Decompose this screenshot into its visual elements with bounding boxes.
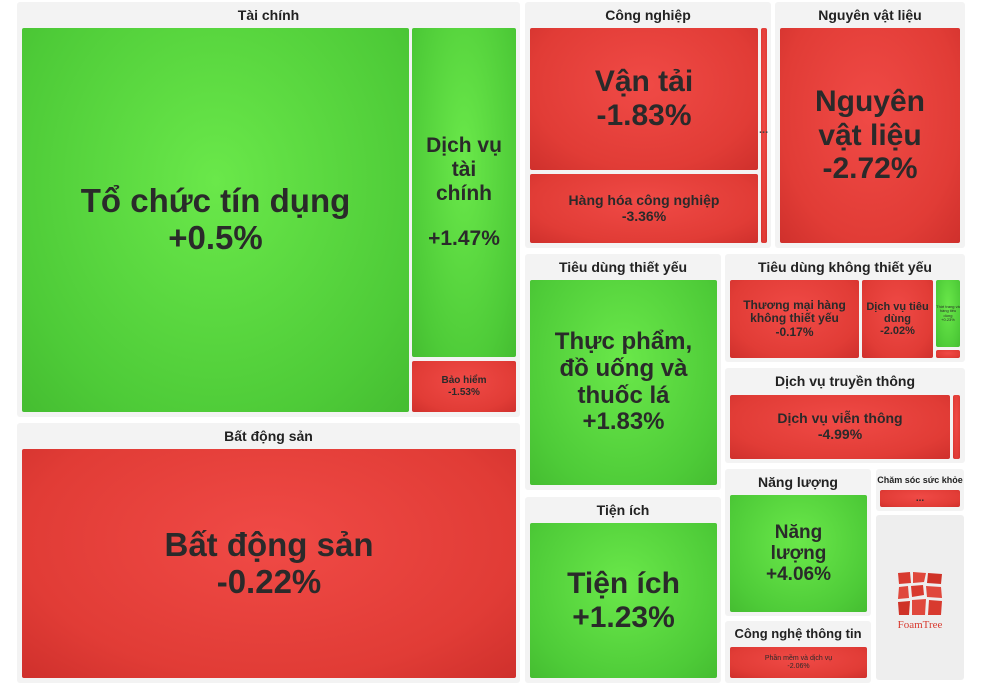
tile-cong-nghiep-small[interactable]: [761, 28, 767, 243]
tile-thuc-pham-do-uong[interactable]: Thực phẩm, đồ uống và thuốc lá +1.83%: [530, 280, 717, 485]
tile-nang-luong[interactable]: Năng lượng +4.06%: [730, 495, 867, 612]
tile-label: Tiện ích: [567, 566, 680, 600]
tile-label: Vận tải: [594, 65, 694, 99]
foamtree-panel: FoamTree: [876, 515, 964, 680]
tile-change: +0.5%: [168, 219, 263, 256]
tile-label: Dịch vụ tiêu dùng: [866, 300, 929, 325]
tile-tieu-dung-small[interactable]: [936, 350, 960, 358]
tile-change: -3.36%: [621, 207, 667, 224]
tile-dich-vu-vien-thong[interactable]: Dịch vụ viễn thông -4.99%: [730, 395, 950, 459]
tile-label: Thương mại hàng không thiết yếu: [743, 297, 846, 326]
tile-label: Bảo hiểm: [441, 375, 487, 387]
tile-dich-vu-tieu-dung[interactable]: Dịch vụ tiêu dùng -2.02%: [862, 280, 933, 358]
group-title: Tiêu dùng thiết yếu: [558, 259, 688, 275]
group-title: Công nghiệp: [605, 7, 691, 23]
tile-change: -0.17%: [775, 324, 814, 339]
tile-change: +1.83%: [582, 408, 665, 436]
tile-cham-soc-suc-khoe[interactable]: ...: [880, 490, 960, 507]
tile-label: Bất động sản: [164, 525, 374, 563]
group-title: Công nghệ thông tin: [734, 626, 862, 641]
tile-bao-hiem[interactable]: Bảo hiểm -1.53%: [412, 361, 516, 412]
tile-label: Năng lượng: [770, 521, 827, 564]
tile-label: Phần mềm và dịch vụ: [764, 654, 833, 662]
group-title: Nguyên vật liệu: [818, 7, 922, 23]
tile-dich-vu-tai-chinh[interactable]: Dịch vụ tài chính +1.47%: [412, 28, 516, 357]
tile-change: +1.47%: [428, 227, 500, 251]
tile-change: -2.72%: [822, 152, 918, 186]
tile-thoi-trang[interactable]: Thời trang và hàng tiêu dùng +0.23%: [936, 280, 960, 347]
tile-phan-mem-dich-vu[interactable]: Phần mềm và dịch vụ -2.06%: [730, 647, 867, 678]
group-title: Tiện ích: [596, 502, 650, 518]
tile-to-chuc-tin-dung[interactable]: Tổ chức tín dụng +0.5%: [22, 28, 409, 412]
foamtree-logo-icon: [898, 572, 942, 615]
tile-label: Dịch vụ viễn thông: [777, 410, 903, 427]
tile-van-tai[interactable]: Vận tải -1.83%: [530, 28, 758, 170]
overflow-marker: ...: [915, 492, 925, 504]
group-title: Chăm sóc sức khỏe: [877, 475, 963, 485]
group-title: Năng lượng: [758, 474, 838, 490]
group-title: Tài chính: [237, 7, 300, 23]
group-title: Dịch vụ truyền thông: [775, 373, 915, 389]
tile-label: Tổ chức tín dụng: [80, 182, 351, 220]
tile-change: -1.83%: [596, 99, 692, 132]
group-title: Bất động sản: [224, 428, 313, 444]
foamtree-logo-text: FoamTree: [897, 619, 943, 631]
tile-change: -1.53%: [448, 386, 480, 398]
tile-change: +4.06%: [766, 564, 831, 586]
tile-bat-dong-san[interactable]: Bất động sản -0.22%: [22, 449, 516, 678]
tile-change: +0.23%: [941, 316, 955, 322]
overflow-marker: ...: [759, 124, 769, 136]
tile-truyen-thong-small[interactable]: [953, 395, 960, 459]
tile-change: -2.06%: [787, 662, 810, 670]
tile-change: -0.22%: [216, 562, 322, 600]
tile-nguyen-vat-lieu[interactable]: Nguyên vật liệu -2.72%: [780, 28, 960, 243]
tile-thuong-mai-khong-thiet-yeu[interactable]: Thương mại hàng không thiết yếu -0.17%: [730, 280, 859, 358]
tile-change: +1.23%: [572, 600, 675, 634]
tile-change: -2.02%: [880, 325, 915, 338]
tile-tien-ich[interactable]: Tiện ích +1.23%: [530, 523, 717, 678]
tile-hang-hoa-cong-nghiep[interactable]: Hàng hóa công nghiệp -3.36%: [530, 174, 758, 243]
tile-label: Dịch vụ tài chính: [426, 134, 502, 205]
tile-label: Nguyên vật liệu: [814, 85, 925, 152]
tile-label: Thời trang và hàng tiêu dùng: [936, 303, 960, 318]
tile-change: -4.99%: [817, 426, 863, 442]
group-title: Tiêu dùng không thiết yếu: [758, 259, 932, 275]
tile-label: Thực phẩm, đồ uống và thuốc lá: [554, 327, 693, 409]
tile-label: Hàng hóa công nghiệp: [568, 191, 720, 208]
